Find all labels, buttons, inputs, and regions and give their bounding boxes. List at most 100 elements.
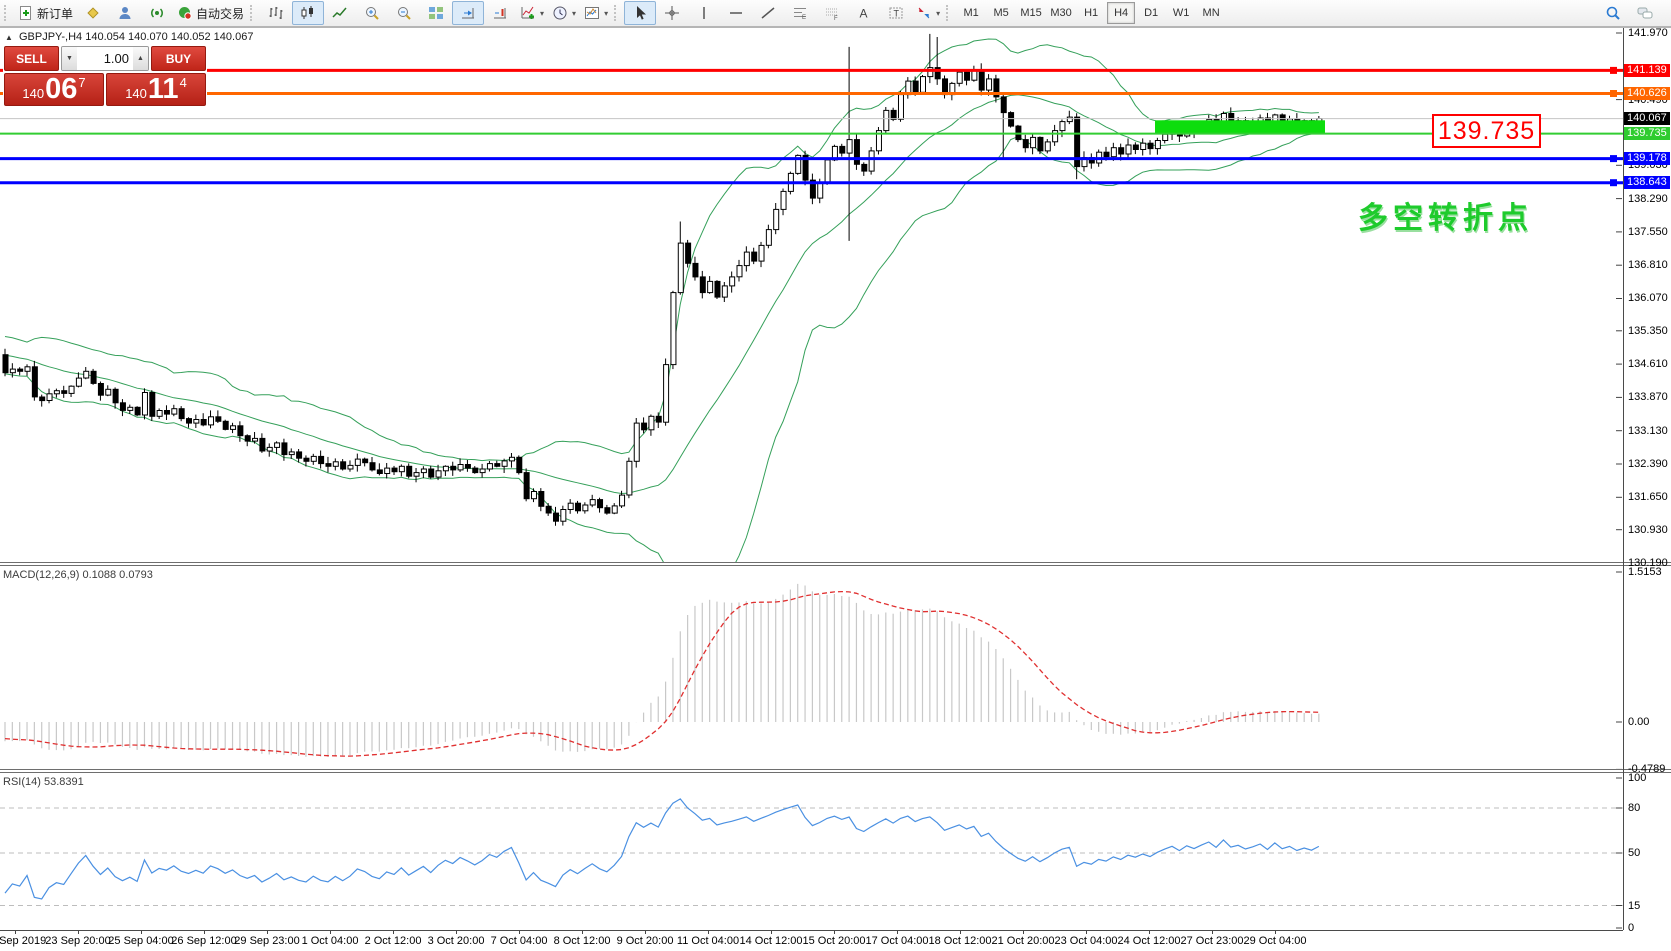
sell-button[interactable]: SELL (4, 46, 59, 71)
text-button[interactable]: A (848, 1, 880, 25)
buy-button[interactable]: BUY (151, 46, 206, 71)
rsi-pane[interactable]: RSI(14) 53.8391 (0, 773, 1623, 930)
timeframe-m5-button[interactable]: M5 (993, 7, 1009, 19)
timeframe-h4-button[interactable]: H4 (1107, 2, 1136, 24)
time-axis-border (0, 930, 1623, 931)
level-line-marker[interactable] (1610, 66, 1617, 74)
candle (736, 259, 743, 282)
time-label: 14 Oct 12:00 (739, 935, 803, 947)
buy-price[interactable]: 140 11 4 (106, 73, 206, 106)
candle (303, 455, 310, 467)
periods-button[interactable]: ▾ (548, 1, 580, 25)
chat-icon (1637, 5, 1653, 21)
level-line-marker[interactable] (1610, 155, 1617, 163)
signals-button[interactable] (141, 1, 173, 25)
main-toolbar: 新订单 自动交易 ▾ ▾ ▾ E F A T ▾ M1 M5 M15 M30 H1 H4 D1 W1 MN (0, 0, 1671, 27)
tile-windows-button[interactable] (420, 1, 452, 25)
cursor-button[interactable] (624, 1, 657, 25)
auto-trading-button[interactable]: 自动交易 (173, 1, 248, 25)
zoom-in-button[interactable] (356, 1, 388, 25)
volume-increase-button[interactable]: ▲ (133, 47, 148, 70)
level-line-marker[interactable] (1610, 179, 1617, 187)
candle (692, 256, 699, 281)
toolbar-drag-handle[interactable] (4, 5, 10, 21)
level-line-marker[interactable] (1610, 90, 1617, 97)
zoom-out-button[interactable] (388, 1, 420, 25)
candle (875, 127, 882, 155)
svg-text:T: T (894, 9, 900, 19)
search-button[interactable] (1597, 1, 1629, 25)
price-tick: 133.130 (1628, 424, 1668, 437)
candle (105, 385, 112, 397)
candle (765, 224, 772, 249)
indicators-button[interactable]: ▾ (516, 1, 548, 25)
timeframe-m1-button[interactable]: M1 (963, 7, 979, 19)
candle (391, 465, 398, 475)
candle (61, 385, 68, 398)
macd-label: MACD(12,26,9) 0.1088 0.0793 (3, 569, 153, 581)
chat-button[interactable] (1629, 1, 1661, 25)
price-tick: 138.290 (1628, 192, 1668, 205)
price-tag-139.178: 139.178 (1624, 152, 1670, 166)
text-label-button[interactable]: T (880, 1, 912, 25)
volume-decrease-button[interactable]: ▼ (62, 47, 77, 70)
candle (1125, 138, 1132, 160)
collapse-arrow-icon[interactable]: ▲ (5, 33, 13, 42)
volume-value[interactable]: 1.00 (103, 51, 129, 66)
toolbar-drag-handle[interactable] (250, 5, 256, 21)
crosshair-button[interactable] (656, 1, 688, 25)
pane-splitter-rsi[interactable] (0, 769, 1671, 773)
line-chart-button[interactable] (324, 1, 356, 25)
fibonacci-button[interactable]: E (784, 1, 816, 25)
chevron-down-icon: ▾ (604, 8, 609, 18)
candle (252, 432, 259, 444)
candle (956, 70, 963, 87)
timeframe-mn-button[interactable]: MN (1202, 7, 1220, 19)
candle (340, 459, 347, 471)
sell-price[interactable]: 140 06 7 (4, 73, 104, 106)
auto-scroll-button[interactable] (452, 1, 485, 25)
candle (325, 456, 332, 473)
linechart-icon (332, 5, 348, 21)
candle (626, 457, 633, 499)
time-label: 21 Oct 20:00 (991, 935, 1055, 947)
candle (442, 465, 449, 476)
new-order-button-label: 新订单 (37, 6, 74, 21)
candle (971, 65, 978, 82)
rsi-label: RSI(14) 53.8391 (3, 776, 84, 788)
bar-chart-button[interactable] (260, 1, 292, 25)
price-tick: 135.350 (1628, 324, 1668, 337)
timeframe-d1-button[interactable]: D1 (1144, 7, 1159, 19)
toolbar-drag-handle[interactable] (946, 5, 952, 21)
arrows-button[interactable]: ▾ (912, 1, 944, 25)
templates-button[interactable]: ▾ (580, 1, 612, 25)
timeframe-m15-button[interactable]: M15 (1020, 7, 1042, 19)
price-tick: 130.930 (1628, 523, 1668, 536)
candle (619, 490, 626, 508)
vertical-line-button[interactable] (688, 1, 720, 25)
new-order-button[interactable]: 新订单 (14, 1, 77, 25)
horizontal-line-button[interactable] (720, 1, 752, 25)
candle (714, 280, 721, 299)
macd-pane[interactable]: MACD(12,26,9) 0.1088 0.0793 (0, 566, 1623, 769)
chart-shift-button[interactable] (484, 1, 516, 25)
time-label: 7 Oct 04:00 (490, 935, 548, 947)
hline-icon (728, 5, 744, 21)
time-tick (960, 931, 961, 934)
equidistant-channel-button[interactable]: F (816, 1, 848, 25)
favorites-button[interactable] (77, 1, 109, 25)
pane-splitter-macd[interactable] (0, 562, 1671, 566)
timeframe-w1-button[interactable]: W1 (1172, 7, 1190, 19)
profile-button[interactable] (109, 1, 141, 25)
timeframe-h1-button[interactable]: H1 (1084, 7, 1099, 19)
main-chart-pane[interactable] (0, 28, 1623, 562)
trendline-button[interactable] (752, 1, 784, 25)
candle (751, 247, 758, 265)
candlestick-chart-button[interactable] (292, 1, 325, 25)
price-tick: 131.650 (1628, 491, 1668, 504)
toolbar-drag-handle[interactable] (614, 5, 620, 21)
price-axis: 141.970140.490139.030138.290137.550136.8… (1624, 27, 1671, 934)
candle (1081, 151, 1088, 172)
timeframe-m30-button[interactable]: M30 (1050, 7, 1072, 19)
